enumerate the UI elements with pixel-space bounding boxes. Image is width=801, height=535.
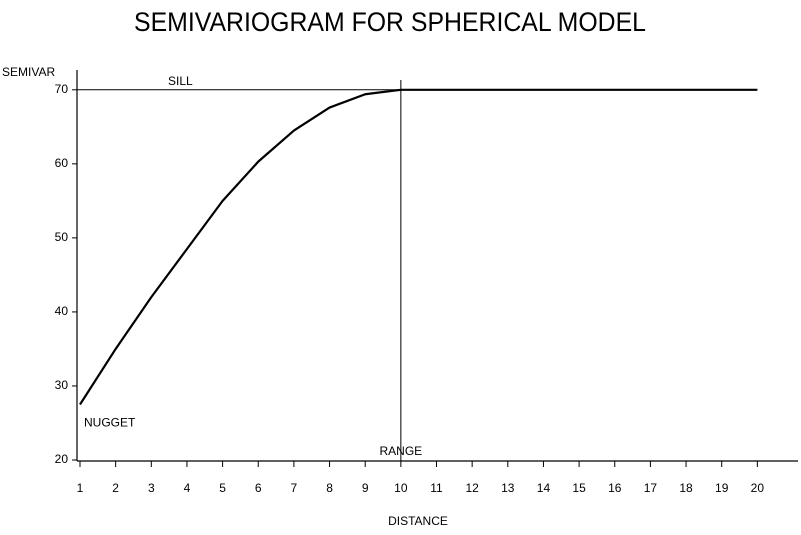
chart-title: SEMIVARIOGRAM FOR SPHERICAL MODEL	[134, 8, 646, 37]
x-tick-label: 2	[112, 481, 119, 495]
x-axis-label: DISTANCE	[388, 514, 448, 528]
x-tick-label: 8	[326, 481, 333, 495]
x-tick-label: 6	[255, 481, 262, 495]
x-tick-label: 7	[291, 481, 298, 495]
y-tick-label: 70	[55, 82, 69, 96]
range-label: RANGE	[380, 444, 423, 458]
y-tick-label: 40	[55, 304, 69, 318]
y-axis-label: SEMIVAR	[2, 65, 55, 79]
x-tick-label: 5	[219, 481, 226, 495]
y-tick-label: 50	[55, 230, 69, 244]
x-tick-label: 11	[430, 481, 443, 495]
semivariogram-line	[79, 88, 758, 406]
nugget-label: NUGGET	[84, 416, 136, 430]
x-tick-label: 13	[501, 481, 515, 495]
x-tick-label: 19	[715, 481, 729, 495]
x-tick-label: 4	[184, 481, 191, 495]
x-tick-label: 15	[572, 481, 586, 495]
x-tick-label: 14	[537, 481, 551, 495]
x-tick-label: 20	[751, 481, 765, 495]
x-tick-label: 1	[77, 481, 84, 495]
x-tick-label: 18	[679, 481, 693, 495]
y-tick-label: 20	[55, 452, 69, 466]
x-tick-label: 17	[644, 481, 658, 495]
sill-label: SILL	[168, 74, 193, 88]
y-tick-label: 30	[55, 378, 69, 392]
x-tick-label: 3	[148, 481, 155, 495]
x-tick-label: 9	[362, 481, 369, 495]
x-tick-label: 16	[608, 481, 622, 495]
x-tick-label: 10	[394, 481, 408, 495]
y-tick-label: 60	[55, 156, 69, 170]
x-tick-label: 12	[465, 481, 479, 495]
